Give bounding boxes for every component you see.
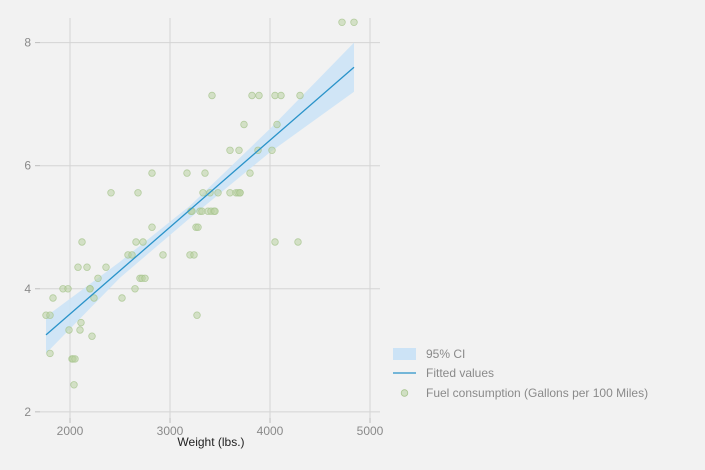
x-tick-label: 5000 (357, 424, 384, 438)
data-point (90, 294, 98, 302)
x-tick-label: 2000 (57, 424, 84, 438)
data-point (88, 332, 96, 340)
data-point (338, 18, 346, 26)
legend-points-label: Fuel consumption (Gallons per 100 Miles) (426, 386, 648, 400)
data-point (226, 146, 234, 154)
data-point (74, 263, 82, 271)
data-point (271, 238, 279, 246)
data-point (139, 238, 147, 246)
data-point (128, 251, 136, 259)
data-point (118, 294, 126, 302)
data-point (76, 326, 84, 334)
data-point (83, 263, 91, 271)
data-point (46, 311, 54, 319)
data-point (65, 326, 73, 334)
data-point (273, 120, 281, 129)
x-axis-title: Weight (lbs.) (177, 435, 244, 449)
data-points-layer (42, 18, 358, 389)
data-point (246, 169, 254, 177)
data-point (214, 189, 222, 197)
data-point (294, 238, 302, 246)
data-point (208, 91, 216, 100)
data-point (94, 274, 102, 282)
data-point (131, 285, 139, 293)
legend-fit-label: Fitted values (426, 366, 494, 380)
data-point (350, 18, 358, 26)
data-point (199, 189, 207, 197)
data-point (268, 146, 276, 154)
data-point (248, 91, 256, 100)
y-tick-label: 2 (24, 405, 31, 419)
y-tick-label: 8 (24, 36, 31, 50)
confidence-band-layer (46, 42, 354, 354)
data-point (102, 263, 110, 271)
data-point (194, 223, 202, 231)
data-point (236, 189, 244, 197)
data-point (193, 311, 201, 319)
data-point (277, 91, 285, 100)
data-point (240, 120, 248, 129)
x-tick-label: 3000 (157, 424, 184, 438)
data-point (132, 238, 140, 246)
confidence-band (46, 42, 354, 354)
legend: 95% CI Fitted values Fuel consumption (G… (393, 347, 648, 400)
data-point (70, 381, 78, 389)
data-point (296, 91, 304, 100)
data-point (148, 223, 156, 231)
data-point (86, 285, 94, 293)
data-point (49, 294, 57, 302)
data-point (46, 349, 54, 358)
data-point (77, 318, 85, 327)
data-point (159, 251, 167, 259)
data-point (141, 274, 149, 282)
data-point (190, 251, 198, 259)
data-point (211, 207, 219, 215)
legend-ci-swatch (393, 348, 416, 360)
data-point (235, 146, 243, 154)
data-point (201, 169, 209, 177)
data-point (71, 355, 79, 363)
fit-line-layer (45, 66, 355, 336)
legend-points-swatch (400, 389, 409, 397)
y-tick-label: 4 (24, 282, 31, 296)
data-point (78, 238, 86, 246)
x-tick-label: 4000 (257, 424, 284, 438)
data-point (134, 189, 142, 197)
data-point (255, 91, 263, 100)
data-point (148, 169, 156, 177)
data-point (183, 169, 191, 177)
fit-line (45, 66, 355, 336)
tick-labels-layer: 2000 3000 4000 5000 2 4 6 8 (24, 36, 383, 438)
y-tick-label: 6 (24, 159, 31, 173)
data-point (107, 189, 115, 197)
legend-ci-label: 95% CI (426, 347, 465, 361)
data-point (64, 285, 72, 293)
